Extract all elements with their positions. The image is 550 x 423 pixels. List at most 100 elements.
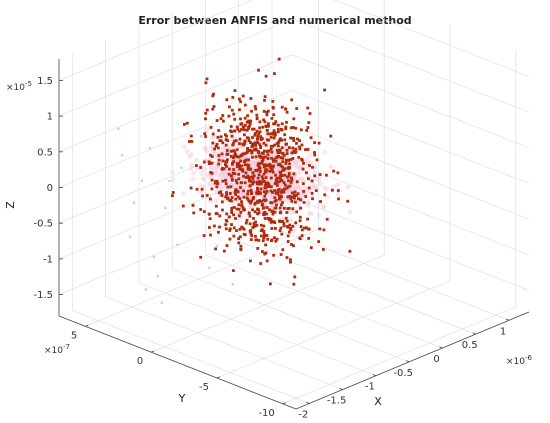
xwall-grid-z — [291, 18, 530, 113]
data-point — [299, 225, 303, 228]
data-point — [288, 223, 292, 227]
data-point — [277, 144, 280, 148]
data-point — [231, 161, 234, 165]
data-point — [301, 167, 305, 171]
z-tick-label: 0.5 — [37, 147, 53, 158]
data-point — [219, 190, 223, 194]
data-point — [232, 156, 235, 160]
data-point — [221, 159, 225, 163]
data-point — [248, 168, 252, 171]
data-point — [237, 155, 240, 159]
data-point — [256, 134, 260, 138]
data-point — [298, 215, 302, 219]
data-point — [272, 220, 276, 224]
data-point — [202, 210, 206, 213]
data-point — [298, 147, 302, 151]
data-point — [230, 209, 234, 213]
shadow-point — [307, 152, 313, 158]
data-point — [260, 175, 264, 179]
data-point — [264, 170, 268, 174]
data-point — [224, 143, 228, 147]
data-point — [265, 128, 269, 132]
data-point — [252, 221, 256, 225]
data-point — [251, 171, 255, 174]
data-point — [300, 228, 304, 232]
data-point — [254, 155, 258, 159]
data-point — [242, 227, 246, 231]
data-point — [288, 184, 292, 188]
data-point — [288, 162, 291, 166]
data-point — [230, 108, 234, 112]
data-point — [241, 94, 245, 98]
data-point — [221, 114, 225, 117]
data-point — [214, 212, 218, 215]
shadow-point — [221, 144, 226, 150]
data-point — [255, 238, 259, 242]
shadow-point — [287, 187, 293, 193]
shadow-point — [226, 176, 232, 182]
data-point — [258, 126, 261, 130]
data-point — [256, 162, 260, 166]
shadow-point — [201, 176, 207, 182]
data-point — [250, 109, 253, 113]
data-point — [279, 226, 283, 230]
data-point — [214, 179, 217, 183]
data-point — [229, 149, 233, 153]
data-point — [230, 211, 234, 214]
data-point — [291, 157, 295, 160]
data-point — [230, 134, 234, 138]
side-point — [120, 153, 124, 157]
data-point — [286, 175, 289, 179]
data-point — [258, 165, 261, 169]
data-point — [269, 166, 273, 170]
z-multiplier-exponent: -5 — [25, 80, 32, 88]
data-point — [289, 158, 293, 161]
shadow-point — [220, 184, 225, 189]
data-point — [234, 217, 237, 220]
data-point — [205, 194, 209, 197]
data-point — [289, 260, 292, 264]
shadow-point — [247, 171, 253, 176]
shadow-point — [328, 164, 334, 170]
data-point — [280, 232, 284, 236]
data-point — [241, 206, 245, 210]
data-point — [225, 98, 229, 102]
shadow-point — [219, 172, 225, 177]
data-point — [276, 163, 280, 167]
data-point — [291, 146, 295, 150]
data-point — [263, 194, 267, 198]
side-point — [117, 127, 120, 130]
shadow-point — [331, 184, 337, 189]
data-point — [232, 213, 235, 217]
data-point — [276, 123, 280, 127]
shadow-point — [180, 191, 186, 196]
data-point — [204, 81, 208, 85]
data-point — [251, 177, 255, 181]
data-point — [227, 172, 231, 176]
side-point — [215, 244, 219, 248]
data-point — [269, 189, 273, 193]
data-point — [277, 57, 281, 61]
data-point — [213, 224, 216, 228]
data-point — [225, 191, 228, 194]
data-point — [247, 121, 251, 124]
data-point — [271, 100, 275, 103]
data-point — [253, 142, 257, 146]
data-point — [282, 224, 286, 228]
x-tick-label: -2 — [298, 410, 308, 421]
shadow-point — [294, 165, 299, 170]
shadow-point — [285, 190, 291, 196]
data-point — [346, 199, 350, 203]
data-point — [234, 193, 238, 197]
data-point — [217, 154, 221, 157]
data-point — [288, 166, 291, 170]
x-tick-label: 1 — [500, 326, 506, 337]
x-tick-labels: -2 -1.5 -1 -0.5 0 0.5 1 — [298, 326, 506, 420]
data-point — [300, 143, 304, 147]
data-point — [256, 207, 259, 211]
data-point — [211, 107, 215, 111]
data-point — [258, 199, 262, 202]
data-point — [314, 189, 318, 192]
data-point — [216, 135, 220, 139]
data-point — [270, 185, 273, 189]
